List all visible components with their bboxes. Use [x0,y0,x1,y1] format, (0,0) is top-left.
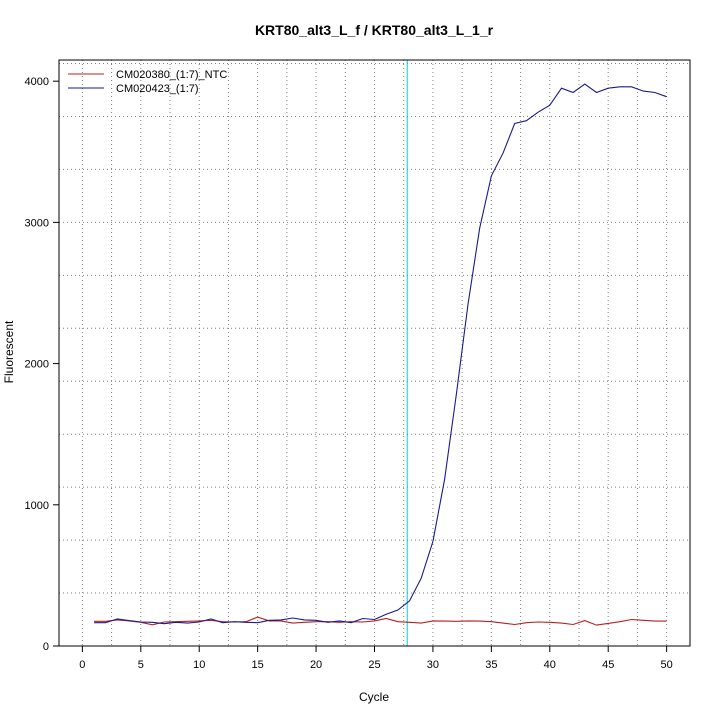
x-tick-label: 0 [79,659,85,671]
plot-frame [58,59,691,647]
x-axis-label: Cycle [359,690,389,704]
x-tick-label: 40 [544,659,556,671]
y-tick-label: 3000 [25,217,49,229]
y-tick-label: 4000 [25,76,49,88]
y-axis-label: Fluorescent [2,320,16,383]
y-tick-label: 0 [43,641,49,653]
legend: CM020380_(1:7)_NTC CM020423_(1:7) [68,69,227,95]
x-tick-label: 25 [368,659,380,671]
legend-label-1: CM020380_(1:7)_NTC [116,69,227,81]
y-tick-label: 2000 [25,359,49,371]
series-group [94,83,667,626]
chart-title: KRT80_alt3_L_f / KRT80_alt3_L_1_r [255,22,494,38]
x-tick-label: 20 [310,659,322,671]
x-tick-label: 45 [602,659,614,671]
x-tick-label: 10 [193,659,205,671]
x-tick-label: 50 [661,659,673,671]
x-tick-label: 35 [485,659,497,671]
x-tick-label: 30 [427,659,439,671]
grid [59,60,690,647]
legend-label-2: CM020423_(1:7) [116,83,199,95]
x-tick-label: 15 [252,659,264,671]
series-line-1 [94,616,667,626]
x-tick-label: 5 [138,659,144,671]
series-line-2 [94,83,667,625]
y-tick-label: 1000 [25,500,49,512]
axes: 0 5 10 15 20 25 30 35 40 45 50 0 1000 2000 3000 4000 [25,76,673,671]
